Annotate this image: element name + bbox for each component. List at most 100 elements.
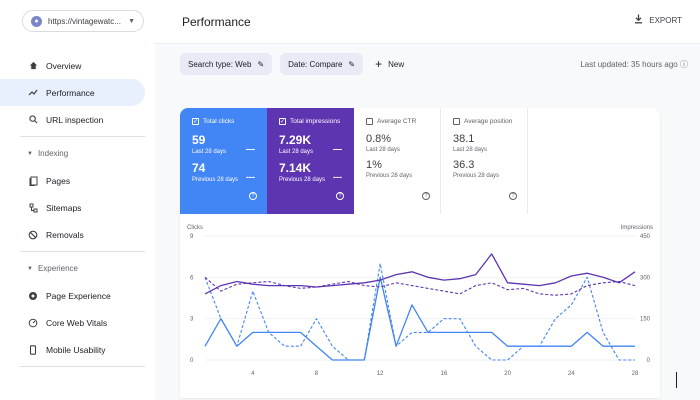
metric-prev-period: Previous 28 days xyxy=(192,177,239,183)
series-line-0 xyxy=(204,276,635,361)
sidebar-nav: Overview Performance URL inspection ▼ In… xyxy=(0,52,145,370)
property-url: https://vintagewatc... xyxy=(48,16,121,26)
help-icon[interactable]: ? xyxy=(249,192,257,200)
dashed-line-legend-icon: --- xyxy=(333,172,342,182)
dashed-line-legend-icon: --- xyxy=(246,172,255,182)
trending-icon xyxy=(28,88,38,98)
metric-label: Average position xyxy=(464,118,513,125)
sidebar-item-overview[interactable]: Overview xyxy=(0,52,145,79)
download-icon xyxy=(634,14,643,27)
export-button[interactable]: EXPORT xyxy=(634,14,682,27)
metric-value: 0.8% xyxy=(366,133,392,145)
help-icon[interactable]: ? xyxy=(509,192,517,200)
x-tick-label: 24 xyxy=(568,371,575,377)
sidebar-item-removals[interactable]: Removals xyxy=(0,221,145,248)
sidebar-item-core-web-vitals[interactable]: Core Web Vitals xyxy=(0,309,145,336)
sidebar: ● https://vintagewatc... ▼ Overview Perf… xyxy=(0,0,155,400)
filter-label: Date: Compare xyxy=(288,59,343,69)
section-heading: Indexing xyxy=(37,149,69,158)
property-selector[interactable]: ● https://vintagewatc... ▼ xyxy=(22,10,144,32)
metric-prev-value: 7.14K xyxy=(279,161,312,175)
divider xyxy=(20,251,145,252)
x-tick-label: 8 xyxy=(315,371,319,377)
metric-prev-period: Previous 28 days xyxy=(453,173,500,179)
sitemap-icon xyxy=(28,203,38,213)
x-tick-label: 28 xyxy=(632,371,639,377)
sidebar-item-page-experience[interactable]: Page Experience xyxy=(0,282,145,309)
right-tick-label: 300 xyxy=(640,275,651,281)
help-icon[interactable]: ⓘ xyxy=(680,60,688,69)
search-type-filter[interactable]: Search type: Web ✎ xyxy=(180,53,273,75)
right-tick-label: 450 xyxy=(640,234,651,240)
help-icon[interactable]: ? xyxy=(336,192,344,200)
right-tick-label: 150 xyxy=(640,317,651,323)
metric-total-impressions[interactable]: ✓ Total impressions 7.29K — Last 28 days … xyxy=(267,108,354,214)
sidebar-item-label: Core Web Vitals xyxy=(46,317,108,328)
x-tick-label: 16 xyxy=(441,371,448,377)
sidebar-item-label: Sitemaps xyxy=(46,202,82,213)
right-tick-label: 0 xyxy=(647,358,651,364)
metric-average-position[interactable]: Average position 38.1 Last 28 days 36.3 … xyxy=(441,108,528,214)
performance-chart[interactable]: Clicks Impressions 9 6 3 0 450 300 150 0 4 8 12 16 20 2… xyxy=(180,220,660,380)
pages-icon xyxy=(28,176,38,186)
sidebar-item-mobile-usability[interactable]: Mobile Usability xyxy=(0,336,145,363)
metric-label: Total clicks xyxy=(203,118,235,125)
left-tick-label: 3 xyxy=(190,317,194,323)
last-updated-text: Last updated: 35 hours ago xyxy=(580,60,678,69)
x-tick-label: 20 xyxy=(504,371,511,377)
metric-total-clicks[interactable]: ✓ Total clicks 59 — Last 28 days 74 --- P… xyxy=(180,108,267,214)
chevron-down-icon: ▼ xyxy=(128,17,135,25)
metric-prev-value: 1% xyxy=(366,159,382,171)
sidebar-item-performance[interactable]: Performance xyxy=(0,79,145,106)
search-icon xyxy=(28,115,38,125)
home-icon xyxy=(28,61,38,71)
sidebar-item-label: URL inspection xyxy=(46,114,104,125)
left-axis-label: Clicks xyxy=(187,225,203,231)
sidebar-item-label: Overview xyxy=(46,60,82,71)
removals-icon xyxy=(28,230,38,240)
performance-card: ✓ Total clicks 59 — Last 28 days 74 --- P… xyxy=(180,108,660,398)
date-filter[interactable]: Date: Compare ✎ xyxy=(280,53,364,75)
series-line-2 xyxy=(204,253,636,295)
new-filter-button[interactable]: + New xyxy=(375,57,404,71)
metric-period: Last 28 days xyxy=(279,149,314,155)
help-icon[interactable]: ? xyxy=(422,192,430,200)
section-toggle-indexing[interactable]: ▼ Indexing xyxy=(0,140,145,167)
section-heading: Experience xyxy=(37,264,78,273)
divider xyxy=(20,136,145,137)
metric-prev-value: 36.3 xyxy=(453,159,475,171)
solid-line-legend-icon: — xyxy=(333,144,342,154)
sidebar-item-label: Mobile Usability xyxy=(46,344,106,355)
solid-line-legend-icon: — xyxy=(246,144,255,154)
sidebar-item-label: Removals xyxy=(46,229,84,240)
metric-label: Total impressions xyxy=(290,118,341,125)
sidebar-item-pages[interactable]: Pages xyxy=(0,167,145,194)
checkbox-unchecked-icon xyxy=(453,118,460,125)
section-toggle-experience[interactable]: ▼ Experience xyxy=(0,255,145,282)
page-title: Performance xyxy=(182,14,251,29)
globe-icon: ● xyxy=(31,15,42,27)
series-line-1 xyxy=(204,263,635,361)
plus-icon: + xyxy=(375,57,383,71)
sidebar-item-url-inspection[interactable]: URL inspection xyxy=(0,106,145,133)
x-tick-label: 12 xyxy=(377,371,384,377)
metric-average-ctr[interactable]: Average CTR 0.8% Last 28 days 1% Previou… xyxy=(354,108,441,214)
checkbox-checked-icon: ✓ xyxy=(279,118,286,125)
metric-prev-period: Previous 28 days xyxy=(279,177,326,183)
metric-prev-period: Previous 28 days xyxy=(366,173,413,179)
collapse-caret-icon: ▼ xyxy=(27,265,33,272)
x-tick-label: 4 xyxy=(251,371,255,377)
metric-period: Last 28 days xyxy=(453,147,488,153)
divider xyxy=(20,366,145,367)
export-label: EXPORT xyxy=(649,16,682,25)
left-tick-label: 9 xyxy=(190,234,194,240)
edit-icon: ✎ xyxy=(257,59,265,69)
sidebar-item-label: Page Experience xyxy=(46,290,111,301)
gauge-icon xyxy=(28,318,38,328)
left-tick-label: 0 xyxy=(190,358,194,364)
new-label: New xyxy=(388,59,405,69)
filter-label: Search type: Web xyxy=(188,59,252,69)
checkbox-checked-icon: ✓ xyxy=(192,118,199,125)
sidebar-item-sitemaps[interactable]: Sitemaps xyxy=(0,194,145,221)
metric-tiles: ✓ Total clicks 59 — Last 28 days 74 --- P… xyxy=(180,108,528,214)
